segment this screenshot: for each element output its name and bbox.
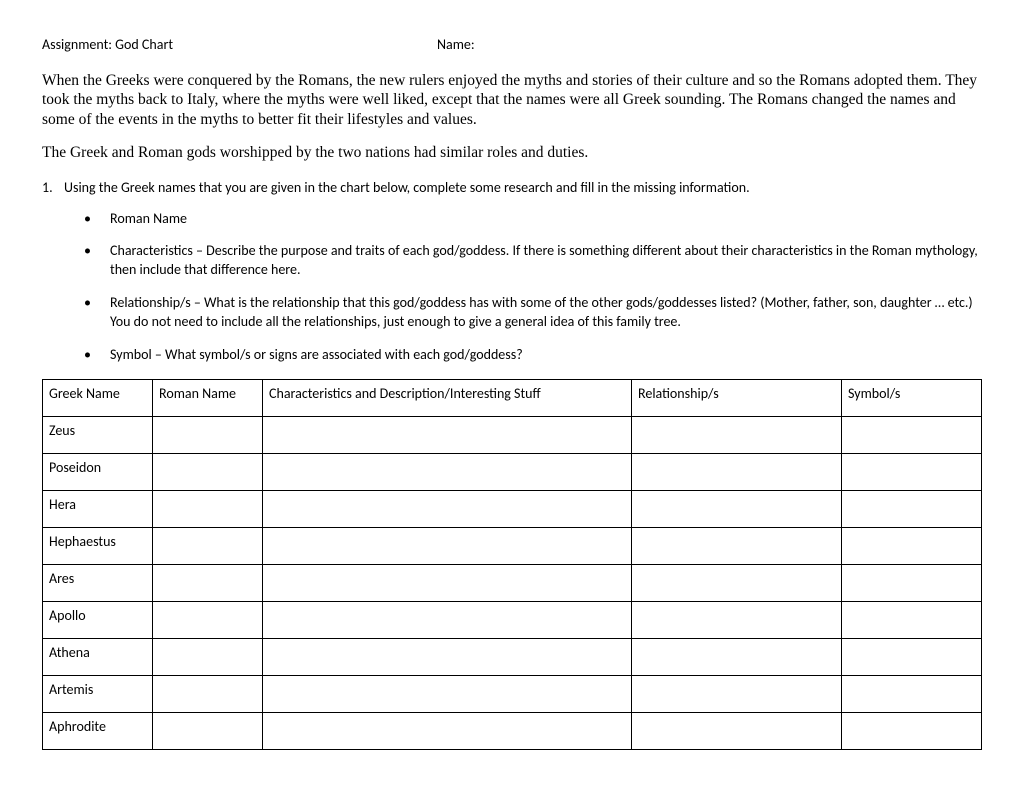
table-row: Athena	[43, 638, 982, 675]
table-row: Aphrodite	[43, 712, 982, 749]
cell-symbol[interactable]	[842, 453, 982, 490]
table-row: Ares	[43, 564, 982, 601]
col-header-roman: Roman Name	[153, 379, 263, 416]
cell-greek: Athena	[43, 638, 153, 675]
table-row: Apollo	[43, 601, 982, 638]
bullet-item: Roman Name	[84, 210, 982, 229]
cell-relationship[interactable]	[632, 416, 842, 453]
col-header-symbol: Symbol/s	[842, 379, 982, 416]
bullet-item: Symbol – What symbol/s or signs are asso…	[84, 346, 982, 365]
cell-symbol[interactable]	[842, 601, 982, 638]
cell-symbol[interactable]	[842, 527, 982, 564]
intro-paragraph-2: The Greek and Roman gods worshipped by t…	[42, 143, 982, 162]
cell-symbol[interactable]	[842, 490, 982, 527]
cell-roman[interactable]	[153, 416, 263, 453]
col-header-greek: Greek Name	[43, 379, 153, 416]
bullet-item: Characteristics – Describe the purpose a…	[84, 242, 982, 280]
instruction-number: 1.	[42, 179, 64, 196]
name-label: Name:	[437, 36, 982, 53]
cell-characteristics[interactable]	[263, 675, 632, 712]
cell-roman[interactable]	[153, 601, 263, 638]
cell-roman[interactable]	[153, 675, 263, 712]
cell-relationship[interactable]	[632, 453, 842, 490]
cell-greek: Aphrodite	[43, 712, 153, 749]
cell-characteristics[interactable]	[263, 638, 632, 675]
table-row: Artemis	[43, 675, 982, 712]
cell-relationship[interactable]	[632, 675, 842, 712]
cell-greek: Hephaestus	[43, 527, 153, 564]
cell-symbol[interactable]	[842, 416, 982, 453]
cell-relationship[interactable]	[632, 712, 842, 749]
cell-greek: Artemis	[43, 675, 153, 712]
god-chart-table: Greek Name Roman Name Characteristics an…	[42, 379, 982, 750]
instruction-line: 1.Using the Greek names that you are giv…	[42, 179, 982, 196]
cell-roman[interactable]	[153, 712, 263, 749]
cell-characteristics[interactable]	[263, 453, 632, 490]
cell-relationship[interactable]	[632, 527, 842, 564]
cell-relationship[interactable]	[632, 601, 842, 638]
table-header-row: Greek Name Roman Name Characteristics an…	[43, 379, 982, 416]
table-row: Hera	[43, 490, 982, 527]
instruction-text: Using the Greek names that you are given…	[64, 179, 750, 196]
cell-roman[interactable]	[153, 490, 263, 527]
cell-relationship[interactable]	[632, 638, 842, 675]
table-row: Zeus	[43, 416, 982, 453]
cell-roman[interactable]	[153, 527, 263, 564]
bullet-list: Roman Name Characteristics – Describe th…	[42, 210, 982, 365]
cell-roman[interactable]	[153, 564, 263, 601]
assignment-label: Assignment: God Chart	[42, 36, 437, 53]
bullet-item: Relationship/s – What is the relationshi…	[84, 294, 982, 332]
cell-characteristics[interactable]	[263, 564, 632, 601]
cell-roman[interactable]	[153, 638, 263, 675]
cell-greek: Zeus	[43, 416, 153, 453]
cell-symbol[interactable]	[842, 564, 982, 601]
cell-greek: Ares	[43, 564, 153, 601]
col-header-relationship: Relationship/s	[632, 379, 842, 416]
cell-characteristics[interactable]	[263, 416, 632, 453]
cell-characteristics[interactable]	[263, 712, 632, 749]
table-row: Hephaestus	[43, 527, 982, 564]
cell-characteristics[interactable]	[263, 527, 632, 564]
table-row: Poseidon	[43, 453, 982, 490]
header-row: Assignment: God Chart Name:	[42, 36, 982, 53]
cell-greek: Apollo	[43, 601, 153, 638]
cell-symbol[interactable]	[842, 638, 982, 675]
cell-greek: Poseidon	[43, 453, 153, 490]
cell-characteristics[interactable]	[263, 490, 632, 527]
cell-relationship[interactable]	[632, 564, 842, 601]
cell-relationship[interactable]	[632, 490, 842, 527]
cell-roman[interactable]	[153, 453, 263, 490]
col-header-characteristics: Characteristics and Description/Interest…	[263, 379, 632, 416]
table-body: Zeus Poseidon Hera Hephaestus	[43, 416, 982, 749]
cell-symbol[interactable]	[842, 712, 982, 749]
intro-paragraph-1: When the Greeks were conquered by the Ro…	[42, 71, 982, 129]
cell-symbol[interactable]	[842, 675, 982, 712]
cell-greek: Hera	[43, 490, 153, 527]
cell-characteristics[interactable]	[263, 601, 632, 638]
